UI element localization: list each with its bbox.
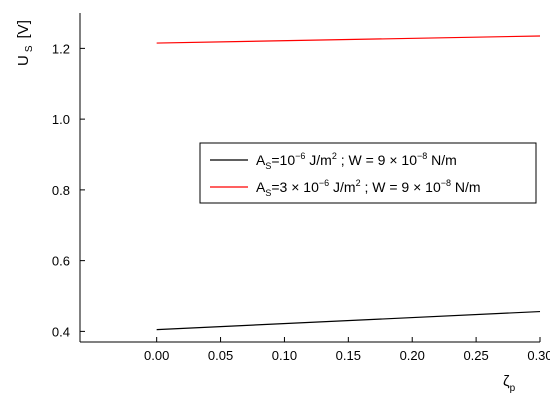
y-axis-label: US [V] <box>15 20 35 66</box>
x-tick-label: 0.20 <box>400 348 425 363</box>
y-axis-label-sub: S <box>24 45 35 52</box>
y-ticks: 0.4 0.6 0.8 1.0 1.2 <box>52 41 85 339</box>
x-tick-label: 0.00 <box>144 348 169 363</box>
y-tick-label: 0.8 <box>52 183 70 198</box>
x-tick-label: 0.25 <box>463 348 488 363</box>
series-group <box>156 35 541 331</box>
legend-entry-black: AS=10−6 J/m2 ; W = 9 × 10−8 N/m <box>256 151 457 171</box>
x-ticks: 0.00 0.05 0.10 0.15 0.20 0.25 0.30 <box>144 337 550 363</box>
x-axis-label-main: ζ <box>503 373 510 390</box>
series-line-1 <box>156 35 541 44</box>
legend-box <box>199 142 537 204</box>
legend: AS=10−6 J/m2 ; W = 9 × 10−8 N/m AS=3 × 1… <box>199 142 537 204</box>
y-axis-label-unit: [V] <box>15 20 32 38</box>
x-tick-label: 0.05 <box>208 348 233 363</box>
y-tick-label: 1.0 <box>52 112 70 127</box>
legend-entry-red: AS=3 × 10−6 J/m2 ; W = 9 × 10−8 N/m <box>256 178 481 198</box>
x-tick-label: 0.10 <box>272 348 297 363</box>
y-tick-label: 0.6 <box>52 254 70 269</box>
y-tick-label: 1.2 <box>52 41 70 56</box>
x-tick-label: 0.30 <box>527 348 550 363</box>
x-axis-label: ζp <box>503 373 516 394</box>
y-tick-label: 0.4 <box>52 324 70 339</box>
series-line-0 <box>156 310 541 331</box>
x-axis-label-sub: p <box>510 383 516 394</box>
x-tick-label: 0.15 <box>336 348 361 363</box>
y-axis-label-main: U <box>15 55 32 66</box>
